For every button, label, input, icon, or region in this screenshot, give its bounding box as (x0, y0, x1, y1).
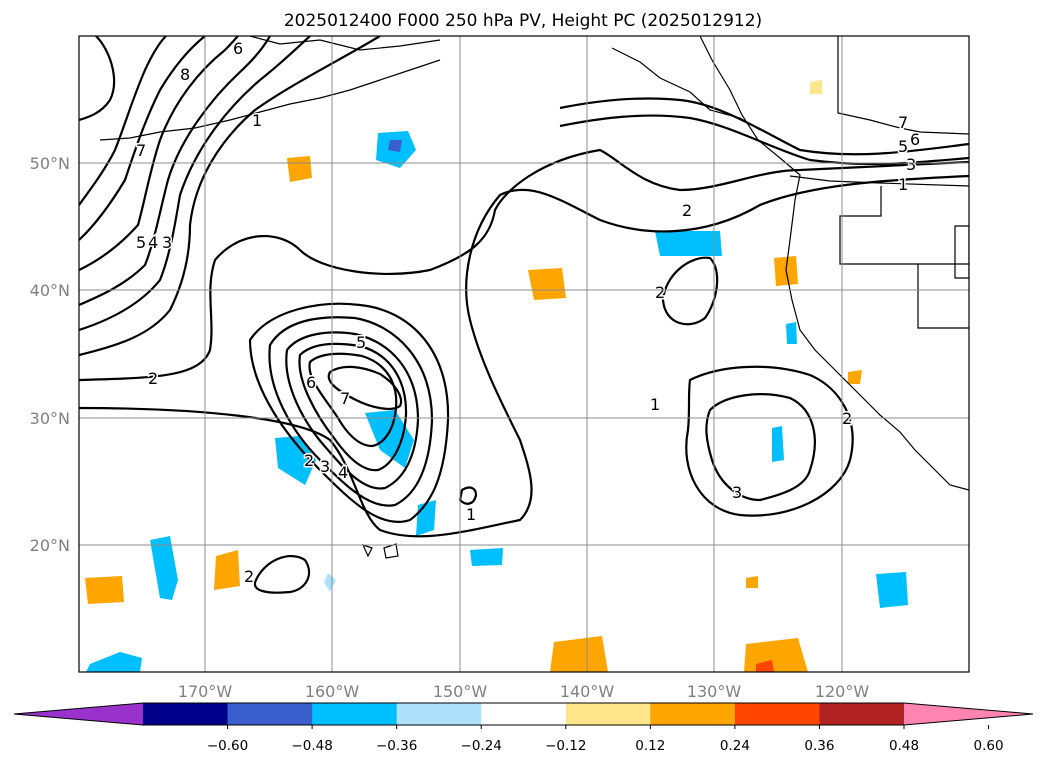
lon-label: 170°W (178, 682, 233, 701)
map-frame (78, 35, 970, 673)
contour-label: 3 (320, 457, 330, 476)
contour-label: 6 (233, 39, 243, 58)
map-title: 2025012400 F000 250 hPa PV, Height PC (2… (284, 11, 762, 31)
contour-label: 5 (898, 137, 908, 156)
colorbar-tick-label: −0.36 (376, 738, 417, 754)
lat-label: 30°N (30, 409, 70, 428)
contour-label: 3 (732, 483, 742, 502)
contour-label: 5 (356, 333, 366, 352)
colorbar-extend-min (14, 703, 143, 725)
lon-label: 160°W (305, 682, 360, 701)
colorbar-tick-label: 0.48 (889, 738, 919, 754)
contour-label: 7 (136, 141, 146, 160)
contour-label: 7 (340, 389, 350, 408)
colorbar-segment (565, 703, 651, 725)
lat-label: 20°N (30, 536, 70, 555)
colorbar-segment (227, 703, 313, 725)
contour-label: 1 (898, 175, 908, 194)
colorbar-tick-label: 0.12 (635, 738, 665, 754)
height-contours (79, 36, 969, 594)
lat-labels: 50°N 40°N 30°N 20°N (30, 154, 70, 555)
colorbar-tick-label: 0.60 (974, 738, 1004, 754)
colorbar-tick-label: −0.48 (291, 738, 332, 754)
contour-label: 6 (910, 130, 920, 149)
colorbar-segment (143, 703, 229, 725)
colorbar-outline (13, 702, 1034, 726)
colorbar-tick-label: −0.60 (207, 738, 248, 754)
contour-label: 8 (180, 65, 190, 84)
contour-label: 3 (906, 155, 916, 174)
lon-label: 150°W (433, 682, 488, 701)
contour-label: 2 (682, 201, 692, 220)
map-panel: 8 6 7 1 5 4 3 2 7 5 6 7 4 3 2 2 1 2 3 2 (78, 35, 970, 673)
colorbar-segment (312, 703, 398, 725)
colorbar-tick-label: −0.24 (461, 738, 502, 754)
contour-label: 2 (304, 451, 314, 470)
contour-labels: 8 6 7 1 5 4 3 2 7 5 6 7 4 3 2 2 1 2 3 2 (135, 38, 922, 588)
contour-label: 4 (148, 233, 158, 252)
colorbar-segments (14, 703, 1033, 725)
contour-label: 7 (340, 389, 350, 408)
contour-label: 2 (244, 567, 254, 586)
contour-label: 7 (898, 113, 908, 132)
contour-label: 5 (136, 233, 146, 252)
lat-label: 40°N (30, 281, 70, 300)
lat-label: 50°N (30, 154, 70, 173)
contour-label: 2 (655, 283, 665, 302)
contour-label: 6 (306, 373, 316, 392)
contour-label: 1 (252, 111, 262, 130)
gridlines (79, 36, 969, 672)
colorbar-segment (650, 703, 736, 725)
lon-label: 130°W (687, 682, 742, 701)
contour-label: 2 (148, 369, 158, 388)
lon-label: 120°W (815, 682, 870, 701)
pv-positive-patches (85, 80, 862, 672)
contour-label: 4 (338, 463, 348, 482)
colorbar-ticks: −0.60 −0.48 −0.36 −0.24 −0.12 0.12 0.24 0.36 0.4… (207, 725, 1004, 754)
contour-label: 1 (650, 395, 660, 414)
colorbar-tick-label: 0.36 (804, 738, 834, 754)
contour-label: 1 (466, 505, 476, 524)
colorbar-segment (734, 703, 820, 725)
contour-label: 3 (162, 233, 172, 252)
lon-label: 140°W (560, 682, 615, 701)
colorbar-segment (819, 703, 905, 725)
colorbar: −0.60 −0.48 −0.36 −0.24 −0.12 0.12 0.24 0.36 0.4… (13, 702, 1034, 754)
colorbar-tick-label: −0.12 (545, 738, 586, 754)
colorbar-segment (396, 703, 482, 725)
lon-labels: 170°W 160°W 150°W 140°W 130°W 120°W (178, 682, 870, 701)
colorbar-segment (481, 703, 567, 725)
colorbar-extend-max (904, 703, 1033, 725)
colorbar-tick-label: 0.24 (720, 738, 750, 754)
